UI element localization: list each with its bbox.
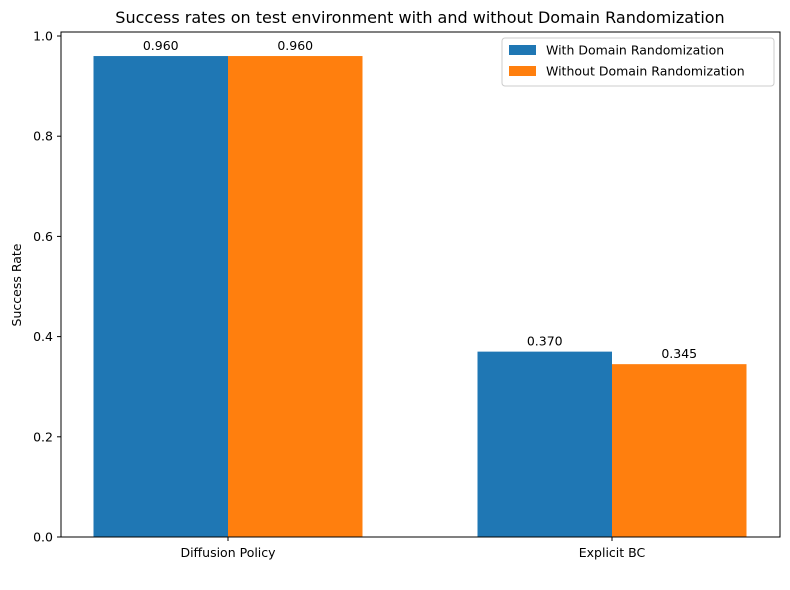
bar-value-label: 0.960 bbox=[143, 38, 179, 53]
y-tick-label: 1.0 bbox=[33, 29, 53, 44]
bars-group bbox=[93, 56, 747, 538]
bar-without-dr-explicit-bc bbox=[612, 364, 747, 537]
bar-value-label: 0.960 bbox=[277, 38, 313, 53]
bar-value-label: 0.345 bbox=[661, 346, 697, 361]
legend-swatch bbox=[509, 45, 536, 55]
bar-value-label: 0.370 bbox=[527, 334, 563, 349]
bar-with-dr-diffusion-policy bbox=[93, 56, 228, 538]
y-tick-label: 0.6 bbox=[33, 229, 53, 244]
y-axis-label: Success Rate bbox=[9, 243, 24, 326]
legend-entry-label: Without Domain Randomization bbox=[546, 64, 745, 79]
x-tick-label: Explicit BC bbox=[579, 545, 646, 560]
plot-area-frame bbox=[60, 31, 781, 538]
legend-entry-label: With Domain Randomization bbox=[546, 43, 724, 58]
bar-without-dr-diffusion-policy bbox=[228, 56, 363, 538]
y-tick-label: 0.4 bbox=[33, 329, 53, 344]
y-tick-label: 0.0 bbox=[33, 530, 53, 545]
legend: With Domain Randomization Without Domain … bbox=[501, 37, 775, 87]
y-ticks-group: 0.0 0.2 0.4 0.6 0.8 1.0 bbox=[33, 29, 61, 545]
legend-frame bbox=[501, 37, 775, 87]
y-tick-label: 0.2 bbox=[33, 429, 53, 444]
x-tick-label: Diffusion Policy bbox=[180, 545, 276, 560]
bar-with-dr-explicit-bc bbox=[477, 351, 612, 537]
y-tick-label: 0.8 bbox=[33, 129, 53, 144]
legend-swatch bbox=[509, 66, 536, 76]
chart-title: Success rates on test environment with a… bbox=[115, 8, 724, 27]
bar-labels-group: 0.960 0.370 0.960 0.345 bbox=[143, 38, 697, 361]
x-ticks-group: Diffusion Policy Explicit BC bbox=[180, 537, 646, 560]
